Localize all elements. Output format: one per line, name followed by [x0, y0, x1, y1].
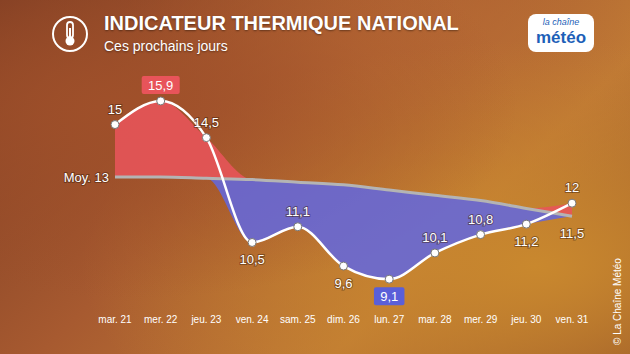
- html-text:© La Chaîne Météo: © La Chaîne Météo: [612, 258, 623, 345]
- svg-text:lun. 27: lun. 27: [374, 314, 404, 325]
- html-text:INDICATEUR THERMIQUE NATIONAL: INDICATEUR THERMIQUE NATIONAL: [104, 12, 459, 34]
- svg-text:11,2: 11,2: [514, 234, 538, 249]
- svg-text:dim. 26: dim. 26: [327, 314, 360, 325]
- svg-text:mar. 21: mar. 21: [98, 314, 132, 325]
- svg-text:15,9: 15,9: [148, 78, 173, 93]
- svg-text:15: 15: [108, 102, 122, 117]
- svg-text:ven. 24: ven. 24: [236, 314, 269, 325]
- svg-text:10,1: 10,1: [422, 230, 447, 245]
- svg-text:11,5: 11,5: [560, 226, 584, 241]
- svg-text:mer. 22: mer. 22: [144, 314, 178, 325]
- html-text:météo: météo: [536, 28, 586, 47]
- svg-text:11,1: 11,1: [286, 204, 310, 219]
- html-text:Ces prochains jours: Ces prochains jours: [104, 38, 228, 54]
- svg-text:10,8: 10,8: [468, 212, 493, 227]
- svg-text:9,6: 9,6: [334, 276, 352, 291]
- svg-text:9,1: 9,1: [380, 289, 398, 304]
- svg-text:14,5: 14,5: [194, 115, 219, 130]
- svg-text:mer. 29: mer. 29: [464, 314, 498, 325]
- svg-text:jeu. 23: jeu. 23: [190, 314, 221, 325]
- svg-text:12: 12: [565, 180, 579, 195]
- svg-text:sam. 25: sam. 25: [280, 314, 316, 325]
- svg-text:jeu. 30: jeu. 30: [510, 314, 541, 325]
- svg-text:Moy. 13: Moy. 13: [64, 170, 109, 185]
- svg-text:10,5: 10,5: [239, 252, 264, 267]
- svg-text:ven. 31: ven. 31: [556, 314, 589, 325]
- svg-text:mar. 28: mar. 28: [418, 314, 452, 325]
- html-text:la chaîne: la chaîne: [542, 17, 580, 27]
